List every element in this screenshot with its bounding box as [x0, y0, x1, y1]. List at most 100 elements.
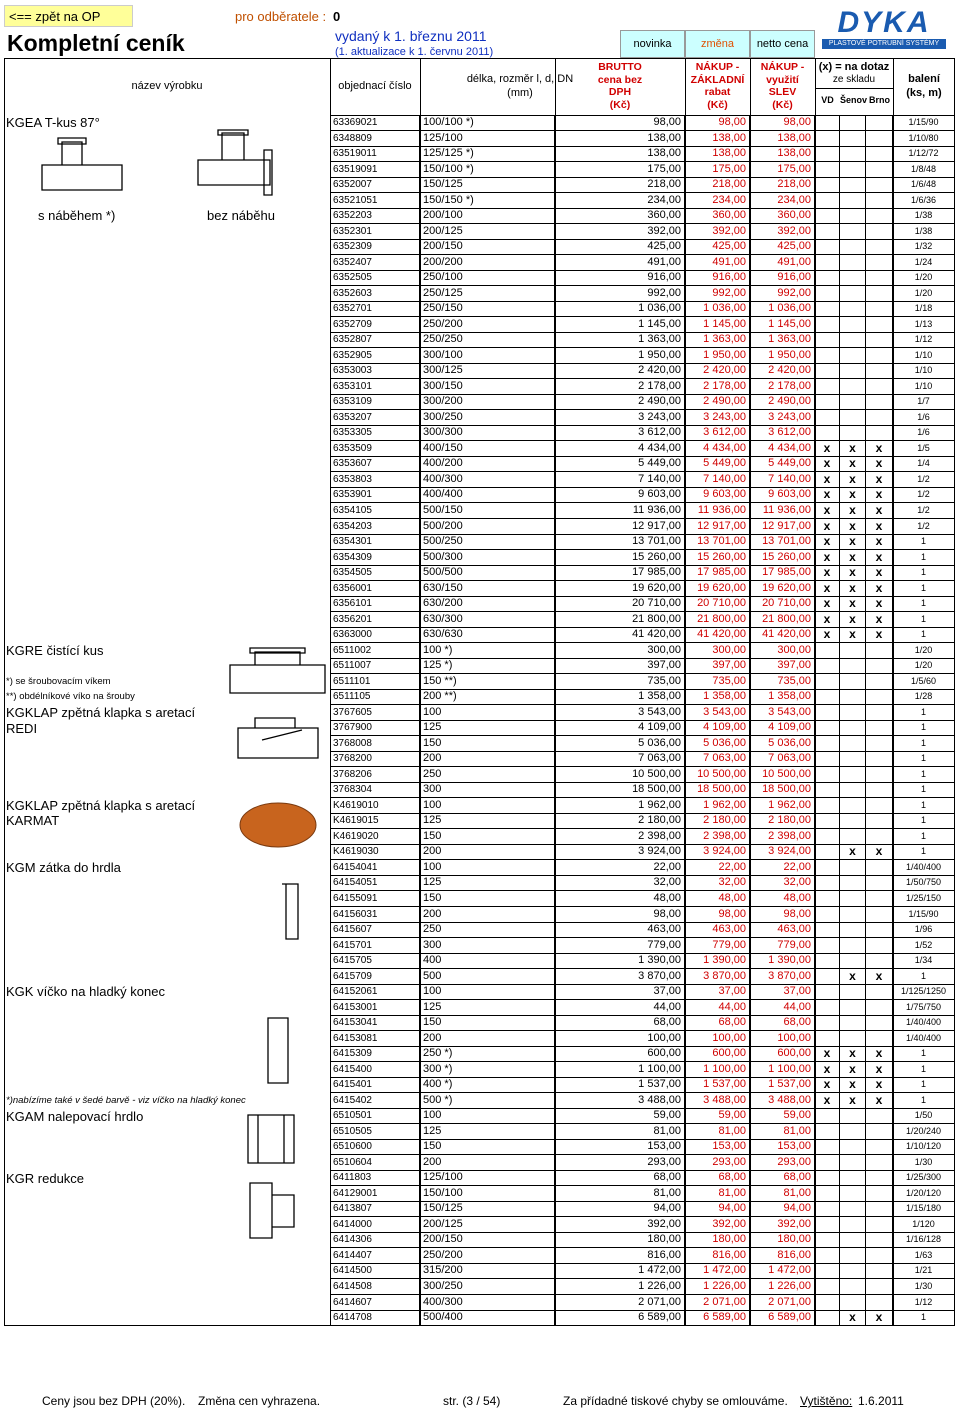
pack: 1/52 — [893, 937, 955, 954]
size: 200/150 — [420, 1232, 555, 1249]
size: 125/100 — [420, 130, 555, 147]
stock-vd — [815, 378, 840, 395]
price-brutto: 5 449,00 — [555, 456, 685, 473]
price-discount: 81,00 — [750, 1123, 815, 1140]
price-basic: 19 620,00 — [685, 580, 750, 597]
back-link[interactable]: <== zpět na OP — [4, 5, 133, 27]
code: 6415402 — [330, 1092, 420, 1109]
stock-vd — [815, 922, 840, 939]
price-discount: 18 500,00 — [750, 782, 815, 799]
price-brutto: 234,00 — [555, 192, 685, 209]
price-brutto: 1 962,00 — [555, 797, 685, 814]
price-basic: 94,00 — [685, 1201, 750, 1218]
price-brutto: 41 420,00 — [555, 627, 685, 644]
price-basic: 100,00 — [685, 1030, 750, 1047]
price-discount: 9 603,00 — [750, 487, 815, 504]
price-brutto: 7 140,00 — [555, 471, 685, 488]
price-discount: 4 434,00 — [750, 440, 815, 457]
stock-brno — [866, 766, 893, 783]
price-brutto: 12 917,00 — [555, 518, 685, 535]
size: 300 *) — [420, 1061, 555, 1078]
pack: 1/20 — [893, 285, 955, 302]
stock-brno: x — [866, 549, 893, 566]
col-code: objednací číslo — [338, 80, 412, 92]
stock-vd — [815, 1108, 840, 1125]
price-brutto: 1 950,00 — [555, 347, 685, 364]
stock-vd: x — [815, 580, 840, 597]
pack: 1/32 — [893, 239, 955, 256]
stock-brno — [866, 1108, 893, 1125]
stock-vd — [815, 177, 840, 194]
stock-brno — [866, 720, 893, 737]
code: 6352905 — [330, 347, 420, 364]
size: 150/125 — [420, 177, 555, 194]
code: 6354309 — [330, 549, 420, 566]
size: 250 — [420, 922, 555, 939]
stock-vd — [815, 984, 840, 1001]
stock-brno — [866, 797, 893, 814]
price-brutto: 3 543,00 — [555, 704, 685, 721]
price-brutto: 816,00 — [555, 1247, 685, 1264]
price-brutto: 779,00 — [555, 937, 685, 954]
stock-vd — [815, 813, 840, 830]
logo: DYKA — [837, 6, 931, 39]
size: 300/150 — [420, 378, 555, 395]
price-brutto: 3 924,00 — [555, 844, 685, 861]
pack: 1 — [893, 611, 955, 628]
col-discount: SLEV — [768, 86, 797, 98]
stock-senov — [840, 813, 866, 830]
price-discount: 293,00 — [750, 1154, 815, 1171]
price-discount: 1 390,00 — [750, 953, 815, 970]
pack: 1/4 — [893, 456, 955, 473]
tee-drawing — [41, 137, 123, 191]
stock-senov — [840, 161, 866, 178]
price-basic: 2 178,00 — [685, 378, 750, 395]
group-label: KGKLAP zpětná klapka s aretací — [6, 798, 196, 813]
stock-senov — [840, 953, 866, 970]
code: 63521051 — [330, 192, 420, 209]
stock-vd: x — [815, 1061, 840, 1078]
stock-senov — [840, 720, 866, 737]
stock-senov — [840, 922, 866, 939]
stock-senov — [840, 1170, 866, 1187]
col-pack: balení — [908, 73, 940, 85]
code: 3768206 — [330, 766, 420, 783]
pack: 1/10 — [893, 347, 955, 364]
stock-vd — [815, 146, 840, 163]
stock-vd — [815, 673, 840, 690]
pack: 1/15/90 — [893, 906, 955, 923]
stock-brno — [866, 254, 893, 271]
cap-drawing — [267, 1017, 289, 1084]
pack: 1 — [893, 580, 955, 597]
stock-brno — [866, 1123, 893, 1140]
stock-vd — [815, 859, 840, 876]
price-discount: 21 800,00 — [750, 611, 815, 628]
size: 125 — [420, 999, 555, 1016]
stock-brno: x — [866, 456, 893, 473]
stock-senov — [840, 115, 866, 132]
column-divider — [555, 58, 556, 1326]
size: 200 — [420, 1154, 555, 1171]
stock-vd — [815, 891, 840, 908]
stock-senov: x — [840, 1046, 866, 1063]
price-discount: 463,00 — [750, 922, 815, 939]
stock-senov — [840, 642, 866, 659]
stock-senov: x — [840, 534, 866, 551]
code: 6352007 — [330, 177, 420, 194]
stock-brno: x — [866, 627, 893, 644]
stock-vd — [815, 1030, 840, 1047]
price-discount: 735,00 — [750, 673, 815, 690]
reducer-drawing — [249, 1182, 295, 1239]
col-brutto: DPH — [608, 86, 632, 98]
price-discount: 3 243,00 — [750, 409, 815, 426]
price-basic: 1 363,00 — [685, 332, 750, 349]
code: 64152061 — [330, 984, 420, 1001]
price-discount: 234,00 — [750, 192, 815, 209]
stock-brno: x — [866, 1092, 893, 1109]
stock-senov — [840, 1247, 866, 1264]
price-basic: 3 612,00 — [685, 425, 750, 442]
size: 400/300 — [420, 1294, 555, 1311]
stock-senov — [840, 1139, 866, 1156]
pack: 1/50 — [893, 1108, 955, 1125]
price-brutto: 916,00 — [555, 270, 685, 287]
